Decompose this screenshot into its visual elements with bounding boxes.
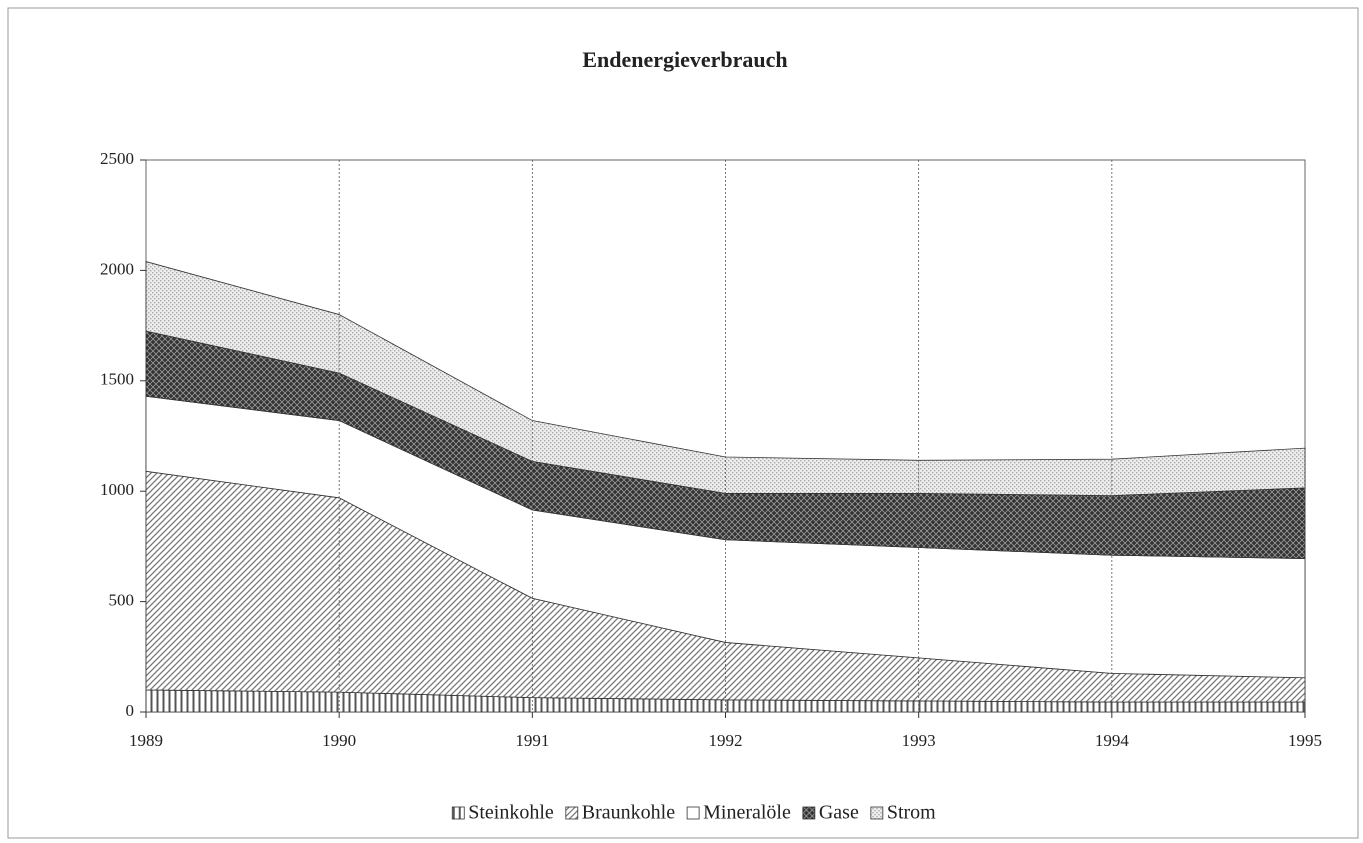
x-tick-label: 1990	[322, 731, 356, 750]
y-tick-label: 1000	[100, 480, 134, 499]
legend-swatch	[686, 806, 700, 820]
y-tick-label: 500	[109, 591, 135, 610]
chart-title: Endenergieverbrauch	[582, 47, 787, 72]
legend-label: Braunkohle	[582, 802, 675, 824]
x-tick-label: 1992	[709, 731, 743, 750]
legend-label: Mineralöle	[703, 802, 791, 824]
y-tick-label: 1500	[100, 370, 134, 389]
x-tick-label: 1995	[1288, 731, 1322, 750]
legend-swatch	[451, 806, 465, 820]
area	[145, 261, 1306, 497]
x-tick-label: 1993	[902, 731, 936, 750]
y-tick-label: 2000	[100, 259, 134, 278]
y-tick-label: 0	[126, 701, 135, 720]
x-tick-label: 1991	[515, 731, 549, 750]
x-tick-label: 1989	[129, 731, 163, 750]
y-tick-label: 2500	[100, 149, 134, 168]
legend-label: Strom	[887, 802, 936, 824]
legend: Steinkohle Braunkohle Mineralöle Gase Strom	[451, 802, 936, 824]
legend-swatch	[870, 806, 884, 820]
legend-swatch	[802, 806, 816, 820]
x-tick-label: 1994	[1095, 731, 1130, 750]
legend-label: Steinkohle	[468, 802, 554, 824]
legend-swatch	[565, 806, 579, 820]
legend-label: Gase	[819, 802, 859, 824]
